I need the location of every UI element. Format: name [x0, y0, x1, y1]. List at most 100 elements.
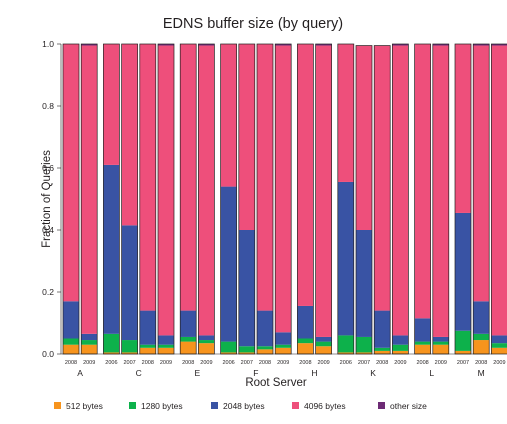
year-tick-label: 2008 [65, 360, 77, 366]
year-tick-label: 2009 [160, 360, 172, 366]
bar-segment-512-bytes [63, 344, 79, 354]
bar-segment-other-size [81, 44, 98, 46]
year-tick-label: 2009 [493, 360, 505, 366]
bar-segment-2048-bytes [356, 230, 372, 337]
bar-segment-4096-bytes [374, 45, 391, 311]
bar-segment-4096-bytes [432, 45, 449, 337]
year-tick-label: 2008 [299, 360, 311, 366]
bar-segment-512-bytes [337, 352, 354, 354]
bar-segment-2048-bytes [180, 310, 197, 337]
server-label: A [77, 368, 83, 378]
year-tick-label: 2006 [340, 360, 352, 366]
bar-segment-2048-bytes [315, 336, 332, 342]
bar-segment-2048-bytes [238, 230, 255, 347]
bar-segment-4096-bytes [121, 44, 138, 226]
year-tick-label: 2008 [142, 360, 154, 366]
year-tick-label: 2009 [394, 360, 406, 366]
bar-segment-1280-bytes [257, 346, 273, 350]
bar-segment-1280-bytes [392, 344, 409, 351]
stacked-bar [297, 43, 314, 355]
legend-label: 2048 bytes [223, 401, 265, 411]
server-label: F [253, 368, 258, 378]
stacked-bar [491, 43, 507, 355]
bar-segment-1280-bytes [374, 347, 391, 351]
legend-label: 1280 bytes [141, 401, 183, 411]
bar-segment-2048-bytes [337, 181, 354, 336]
bar-segment-512-bytes [473, 340, 490, 354]
stacked-bar [392, 43, 409, 355]
bar-segment-4096-bytes [315, 45, 332, 337]
bar-segment-2048-bytes [63, 301, 79, 339]
bar-segment-1280-bytes [491, 343, 507, 348]
legend-label: other size [390, 401, 427, 411]
y-axis-label: Fraction of Queries [41, 150, 53, 248]
bar-segment-2048-bytes [257, 310, 273, 347]
stacked-bar [238, 43, 256, 355]
stacked-bar [373, 45, 391, 355]
year-tick-label: 2007 [241, 360, 253, 366]
bar-segment-4096-bytes [473, 45, 490, 302]
stacked-bar [80, 43, 98, 355]
bar-segment-2048-bytes [392, 335, 409, 345]
year-tick-label: 2006 [105, 360, 117, 366]
plot-area: 0.0 0.2 0.4 0.6 0.8 1.0 2008 2009 2006 2007 2008 20… [42, 39, 507, 378]
chart-title: EDNS buffer size (by query) [163, 16, 343, 32]
stacked-bar [274, 43, 292, 355]
bar-segment-2048-bytes [414, 318, 431, 342]
bar-segment-4096-bytes [180, 44, 197, 311]
bar-segment-1280-bytes [103, 333, 120, 353]
legend-item: 512 bytes [54, 401, 103, 411]
bar-segment-1280-bytes [180, 336, 197, 342]
y-tick-label: 0.8 [42, 101, 54, 111]
legend-swatch [211, 402, 218, 409]
stacked-bar [414, 43, 431, 355]
stacked-bar [139, 43, 157, 355]
bar-segment-4096-bytes [81, 45, 98, 334]
bar-segment-2048-bytes [491, 335, 507, 344]
bar-segment-1280-bytes [220, 341, 237, 353]
server-label: K [370, 368, 376, 378]
bar-segment-512-bytes [432, 344, 449, 354]
bar-segment-other-size [315, 44, 332, 46]
year-tick-label: 2009 [83, 360, 95, 366]
bar-segment-4096-bytes [491, 45, 507, 336]
bar-segment-2048-bytes [81, 333, 98, 341]
bar-segment-1280-bytes [198, 340, 215, 344]
bar-segment-other-size [473, 44, 490, 46]
y-tick-label: 0.6 [42, 163, 54, 173]
year-tick-label: 2007 [123, 360, 135, 366]
stacked-bar [432, 43, 450, 355]
bar-segment-other-size [275, 44, 292, 46]
legend-label: 4096 bytes [304, 401, 346, 411]
bar-segment-4096-bytes [337, 44, 354, 182]
bar-segment-4096-bytes [220, 44, 237, 187]
bar-segment-4096-bytes [392, 45, 409, 336]
bar-segment-2048-bytes [473, 301, 490, 334]
stacked-bar [315, 43, 332, 355]
bar-segment-other-size [491, 44, 507, 46]
bar-segment-1280-bytes [473, 333, 490, 341]
bar-segment-1280-bytes [297, 338, 314, 344]
bar-segment-other-size [432, 44, 449, 46]
bar-segment-4096-bytes [356, 45, 372, 230]
bar-segment-4096-bytes [455, 44, 471, 213]
year-tick-label: 2007 [358, 360, 370, 366]
server-label: M [478, 368, 485, 378]
bar-segment-1280-bytes [315, 341, 332, 347]
bar-segment-2048-bytes [374, 310, 391, 348]
x-axis-label: Root Server [245, 377, 307, 389]
bar-segment-4096-bytes [275, 45, 292, 333]
bar-segment-512-bytes [374, 350, 391, 354]
bar-segment-2048-bytes [103, 164, 120, 334]
bar-segment-1280-bytes [81, 340, 98, 345]
bar-segment-512-bytes [103, 352, 120, 354]
stacked-bar [121, 43, 138, 355]
bar-segment-2048-bytes [121, 225, 138, 341]
server-label: H [311, 368, 317, 378]
stacked-bar [62, 43, 80, 355]
year-tick-label: 2009 [277, 360, 289, 366]
stacked-bar [157, 43, 175, 355]
legend-item: 4096 bytes [292, 401, 346, 411]
bar-segment-other-size [392, 44, 409, 46]
legend-swatch [54, 402, 61, 409]
